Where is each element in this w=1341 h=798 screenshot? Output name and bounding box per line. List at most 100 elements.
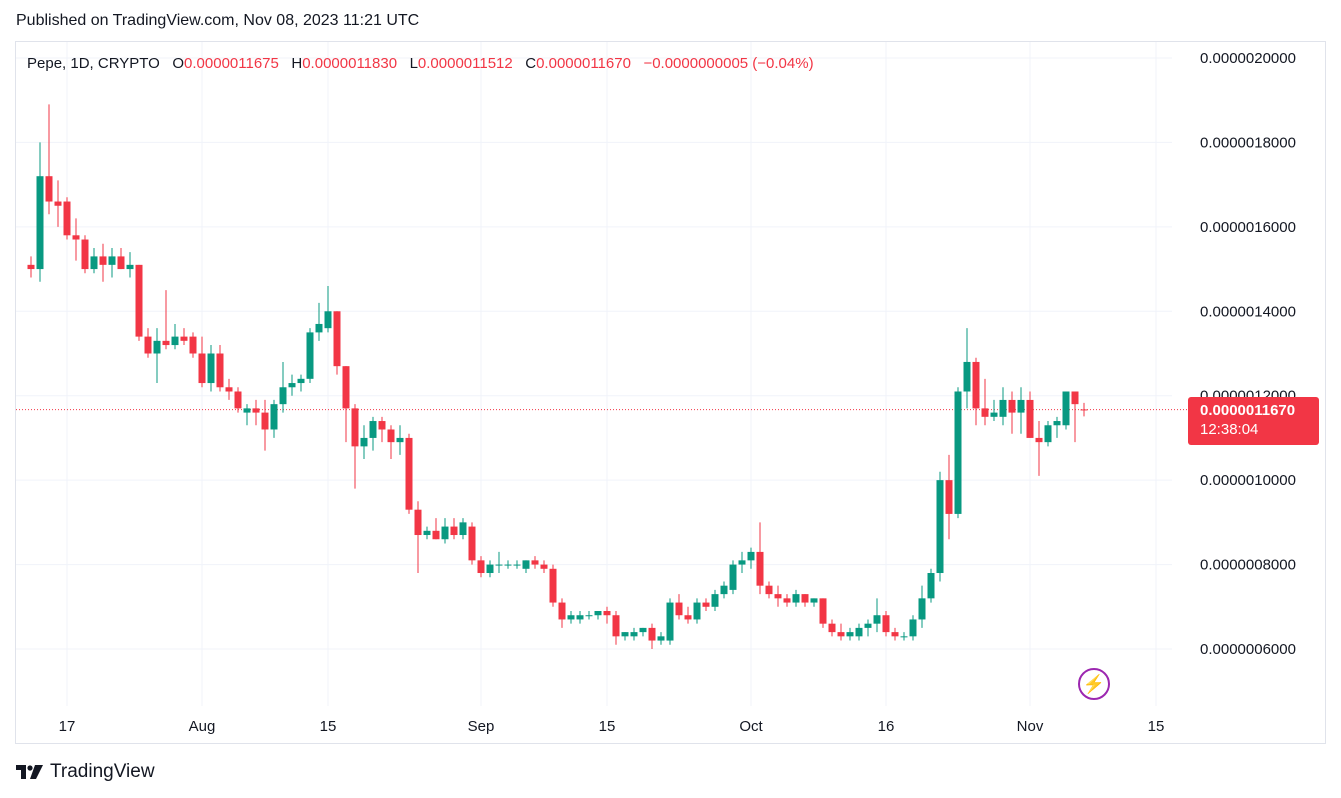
candle-body	[567, 615, 575, 620]
candle-body	[1017, 399, 1025, 413]
candle	[756, 522, 764, 595]
y-axis-ticks: 0.0000006000 0.0000008000 0.0000010000 0.00…	[1200, 50, 1296, 658]
candle-body	[810, 598, 818, 603]
candle	[450, 518, 458, 540]
candle	[513, 560, 521, 569]
candle	[198, 336, 206, 388]
candle	[855, 623, 863, 641]
candle-body	[1062, 391, 1070, 426]
chart-frame	[15, 41, 1326, 744]
candle	[432, 518, 440, 540]
candle	[1062, 391, 1070, 430]
candle-body	[621, 632, 629, 637]
y-tick-label: 0.0000014000	[1200, 303, 1296, 320]
candle-body	[981, 408, 989, 417]
candle	[153, 328, 161, 384]
candle-body	[243, 408, 251, 413]
candle-body	[864, 623, 872, 628]
candle	[738, 551, 746, 574]
candle-body	[999, 399, 1007, 417]
candle	[90, 247, 98, 274]
tradingview-brand[interactable]: TradingView	[16, 761, 155, 783]
candle	[549, 564, 557, 607]
candle	[378, 416, 386, 443]
candle	[126, 252, 134, 278]
candle-body	[333, 311, 341, 367]
candle-body	[99, 256, 107, 265]
candle-body	[513, 564, 521, 566]
candle-body	[252, 408, 260, 413]
candle-body	[396, 437, 404, 443]
candle	[1026, 391, 1034, 438]
candle	[396, 425, 404, 455]
candle	[702, 598, 710, 612]
candle-body	[1035, 437, 1043, 443]
candle-body	[450, 526, 458, 536]
candle-body	[207, 353, 215, 384]
candle-body	[144, 336, 152, 354]
candle	[270, 399, 278, 438]
candle-body	[837, 632, 845, 637]
candle-body	[180, 336, 188, 341]
candle-body	[225, 387, 233, 392]
lightning-icon[interactable]: ⚡	[1078, 668, 1110, 700]
candle	[747, 547, 755, 569]
candle-body	[189, 336, 197, 354]
candle-body	[675, 602, 683, 616]
x-tick-label: 15	[1148, 718, 1165, 735]
candle	[639, 627, 647, 637]
candle-body	[558, 602, 566, 620]
candle-body	[990, 412, 998, 417]
candle-body	[1053, 421, 1061, 426]
candle-body	[531, 560, 539, 565]
candle-body	[171, 336, 179, 346]
candle-body	[27, 264, 35, 270]
low-value: 0.0000011512	[417, 55, 513, 72]
candle	[630, 627, 638, 641]
candle	[279, 361, 287, 413]
candle-body	[324, 311, 332, 329]
candle	[108, 247, 116, 278]
candle	[441, 518, 449, 544]
candle-body	[405, 437, 413, 510]
candle	[675, 594, 683, 620]
candle	[315, 302, 323, 341]
candle-body	[774, 594, 782, 599]
x-axis-ticks: 17 Aug 15 Sep 15 Oct 16 Nov 15	[59, 718, 1165, 735]
candle	[720, 581, 728, 599]
candle	[1080, 402, 1088, 417]
candle	[306, 328, 314, 384]
bar-countdown: 12:38:04	[1200, 421, 1259, 438]
candle	[36, 142, 44, 282]
candle-body	[756, 551, 764, 586]
candle-body	[711, 594, 719, 607]
candle	[927, 568, 935, 603]
low-label: L	[409, 55, 418, 72]
candle-body	[720, 585, 728, 595]
candle	[801, 594, 809, 607]
candle	[945, 454, 953, 540]
candle-body	[234, 391, 242, 409]
x-tick-label: Sep	[468, 718, 495, 735]
candle-body	[954, 391, 962, 514]
candle-body	[666, 602, 674, 641]
candle	[261, 399, 269, 451]
candle	[657, 632, 665, 645]
candle-body	[630, 632, 638, 637]
candle-body	[126, 264, 134, 270]
candle	[162, 290, 170, 350]
y-tick-label: 0.0000018000	[1200, 134, 1296, 151]
candle	[981, 378, 989, 426]
candle	[234, 387, 242, 413]
high-label: H	[291, 55, 303, 72]
candle-body	[927, 573, 935, 599]
candle-body	[963, 361, 971, 392]
candle-body	[819, 598, 827, 624]
candle	[837, 623, 845, 641]
candle	[873, 598, 881, 633]
candle	[963, 328, 971, 409]
candle-body	[441, 526, 449, 540]
candle	[459, 518, 467, 540]
candle-body	[900, 636, 908, 638]
